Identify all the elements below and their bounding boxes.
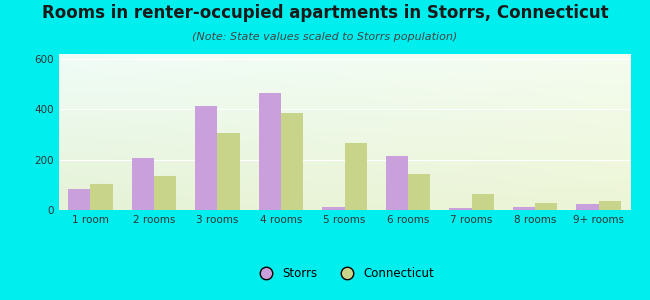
Bar [131,158,154,210]
Bar [154,176,176,210]
Bar [599,201,621,210]
Bar [408,173,430,210]
Bar [386,156,408,210]
Bar [217,133,240,210]
Bar [90,184,112,210]
Bar [195,106,217,210]
Text: (Note: State values scaled to Storrs population): (Note: State values scaled to Storrs pop… [192,32,458,41]
Bar [535,203,558,210]
Legend: Storrs, Connecticut: Storrs, Connecticut [250,263,439,285]
Bar [322,208,344,210]
Bar [344,143,367,210]
Bar [449,208,472,210]
Bar [68,189,90,210]
Bar [281,113,303,210]
Bar [472,194,494,210]
Bar [513,207,535,210]
Text: Rooms in renter-occupied apartments in Storrs, Connecticut: Rooms in renter-occupied apartments in S… [42,4,608,22]
Bar [259,93,281,210]
Bar [577,205,599,210]
